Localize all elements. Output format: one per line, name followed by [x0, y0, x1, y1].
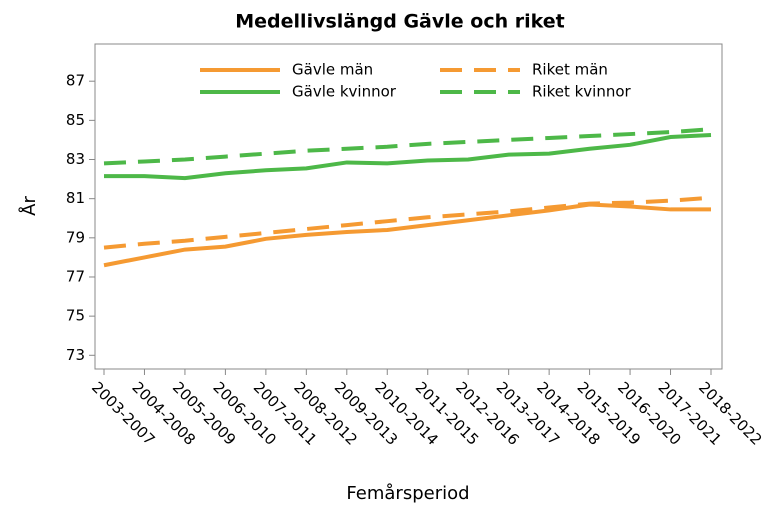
legend-label: Riket män	[532, 61, 608, 79]
y-tick-label: 83	[66, 150, 85, 168]
y-tick-label: 81	[66, 189, 85, 207]
legend-label: Gävle kvinnor	[292, 83, 397, 101]
y-tick-label: 79	[66, 228, 85, 246]
chart-title: Medellivslängd Gävle och riket	[235, 11, 564, 33]
y-tick-label: 85	[66, 111, 85, 129]
y-axis-label: År	[18, 196, 40, 216]
line-series	[104, 133, 712, 181]
x-axis-label: Femårsperiod	[346, 483, 469, 504]
plot-frame	[94, 43, 723, 370]
line-series	[103, 202, 711, 268]
y-tick-label: 73	[66, 346, 85, 364]
legend-label: Riket kvinnor	[532, 83, 632, 101]
y-tick-label: 77	[66, 267, 85, 285]
y-tick-label: 75	[66, 307, 85, 325]
y-tick-label: 87	[66, 72, 85, 90]
legend-label: Gävle män	[292, 61, 373, 79]
